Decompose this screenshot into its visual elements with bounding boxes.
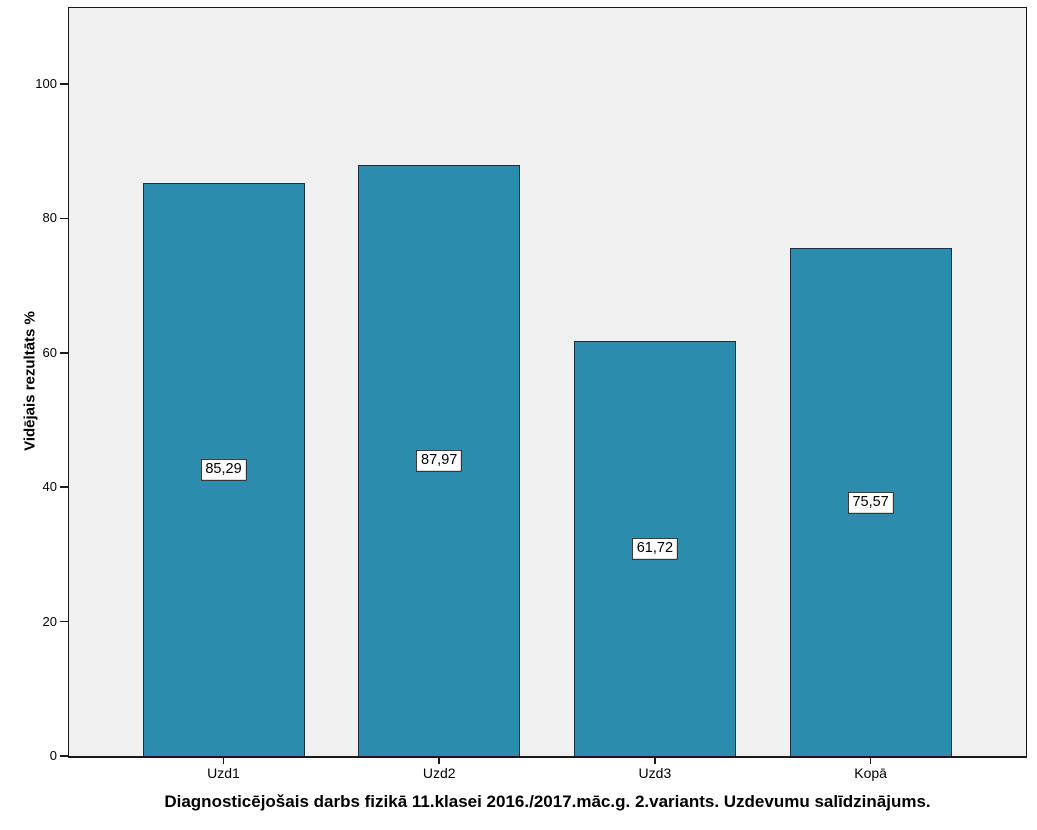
y-tick-mark xyxy=(60,620,68,623)
y-axis-label: Vidējais rezultāts % xyxy=(21,311,39,451)
x-tick-mark xyxy=(869,757,872,764)
y-tick-mark xyxy=(60,486,68,488)
y-tick-label: 40 xyxy=(42,479,57,495)
y-tick-label: 0 xyxy=(49,748,57,763)
y-tick-mark xyxy=(60,83,68,85)
bar-value-label: 61,72 xyxy=(631,538,679,560)
x-tick-mark xyxy=(222,757,225,764)
bar-Uzd2: 87,97 xyxy=(358,164,521,756)
bar-value-label: 85,29 xyxy=(200,459,247,481)
bar-Uzd1: 85,29 xyxy=(142,182,305,756)
bar-Uzd3: 61,72 xyxy=(573,341,736,756)
x-category-label: Uzd1 xyxy=(207,765,240,781)
x-category-label: Uzd2 xyxy=(422,765,456,781)
bar-Kopā: 75,57 xyxy=(789,248,952,756)
y-tick-mark xyxy=(60,352,68,354)
bar-value-label: 87,97 xyxy=(416,450,463,472)
x-tick-mark xyxy=(438,757,440,764)
x-tick-mark xyxy=(654,757,656,764)
x-category-label: Uzd3 xyxy=(638,765,672,781)
y-tick-label: 60 xyxy=(42,344,57,360)
y-tick-mark xyxy=(60,217,68,220)
y-tick-label: 100 xyxy=(35,76,57,91)
chart-title: Diagnosticējošais darbs fizikā 11.klasei… xyxy=(164,792,931,811)
y-tick-label: 80 xyxy=(42,210,57,226)
y-tick-mark xyxy=(60,755,68,757)
y-tick-label: 20 xyxy=(42,613,57,629)
x-category-label: Kopā xyxy=(854,765,887,781)
bar-value-label: 75,57 xyxy=(847,491,894,514)
